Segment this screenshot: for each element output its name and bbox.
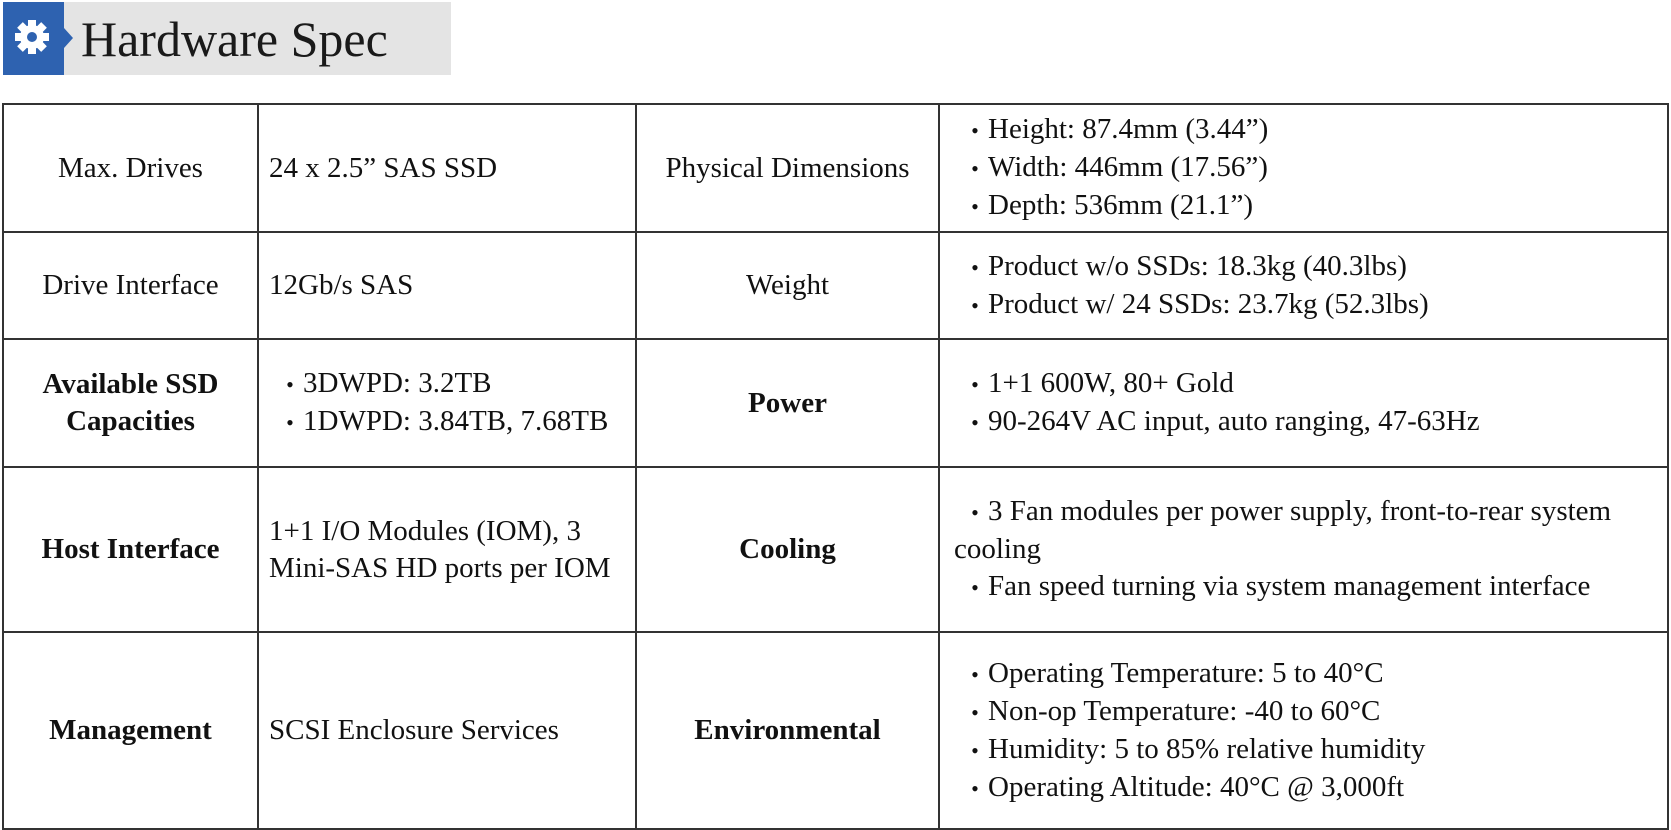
spec-value: 12Gb/s SAS bbox=[257, 231, 637, 340]
cell-text: Physical Dimensions bbox=[665, 151, 910, 184]
cell-text: Weight bbox=[745, 269, 830, 301]
header: Hardware Spec bbox=[3, 2, 451, 75]
bullet-list: 1+1 600W, 80+ Gold90-264V AC input, auto… bbox=[954, 365, 1657, 441]
spec-value: 1+1 600W, 80+ Gold90-264V AC input, auto… bbox=[938, 338, 1669, 468]
cell-text: 12Gb/s SAS bbox=[269, 269, 414, 301]
cell-text: Power bbox=[748, 386, 827, 419]
spec-value: 24 x 2.5” SAS SSD bbox=[257, 103, 637, 233]
spec-value: 3 Fan modules per power supply, front-to… bbox=[938, 466, 1669, 633]
table-row: Available SSD Capacities 3DWPD: 3.2TB1DWP… bbox=[2, 338, 1669, 468]
bullet-list: 3DWPD: 3.2TB1DWPD: 3.84TB, 7.68TB bbox=[269, 365, 625, 441]
bullet-item: Non-op Temperature: -40 to 60°C bbox=[954, 693, 1657, 731]
cell-text: Available SSD Capacities bbox=[42, 368, 219, 437]
bullet-item: Height: 87.4mm (3.44”) bbox=[954, 111, 1657, 149]
spec-label: Physical Dimensions bbox=[635, 103, 940, 233]
spec-value: 1+1 I/O Modules (IOM), 3 Mini-SAS HD por… bbox=[257, 466, 637, 633]
table-row: Management SCSI Enclosure Services Environ… bbox=[2, 631, 1669, 830]
table-row: Drive Interface 12Gb/s SAS Weight Product w… bbox=[2, 231, 1669, 340]
table-row: Host Interface 1+1 I/O Modules (IOM), 3 M… bbox=[2, 466, 1669, 633]
spec-table: Max. Drives 24 x 2.5” SAS SSD Physical Dim… bbox=[2, 103, 1669, 830]
spec-label: Host Interface bbox=[2, 466, 259, 633]
bullet-item: Product w/ 24 SSDs: 23.7kg (52.3lbs) bbox=[954, 286, 1657, 324]
cell-text: Max. Drives bbox=[58, 151, 203, 184]
bullet-item: 1DWPD: 3.84TB, 7.68TB bbox=[269, 403, 625, 441]
bullet-list: Height: 87.4mm (3.44”)Width: 446mm (17.5… bbox=[954, 111, 1657, 225]
spec-label: Drive Interface bbox=[2, 231, 259, 340]
bullet-item: Width: 446mm (17.56”) bbox=[954, 149, 1657, 187]
bullet-list: 3 Fan modules per power supply, front-to… bbox=[954, 493, 1657, 606]
spec-value: Height: 87.4mm (3.44”)Width: 446mm (17.5… bbox=[938, 103, 1669, 233]
spec-value: Operating Temperature: 5 to 40°CNon-op T… bbox=[938, 631, 1669, 830]
spec-value: 3DWPD: 3.2TB1DWPD: 3.84TB, 7.68TB bbox=[257, 338, 637, 468]
spec-label: Cooling bbox=[635, 466, 940, 633]
bullet-item: 3DWPD: 3.2TB bbox=[269, 365, 625, 403]
gear-svg bbox=[7, 12, 73, 62]
cell-text: Environmental bbox=[694, 714, 881, 746]
cell-text: Cooling bbox=[739, 533, 836, 565]
cell-text: Drive Interface bbox=[42, 269, 219, 301]
spec-label: Max. Drives bbox=[2, 103, 259, 233]
bullet-item: 90-264V AC input, auto ranging, 47-63Hz bbox=[954, 403, 1657, 441]
bullet-item: Depth: 536mm (21.1”) bbox=[954, 187, 1657, 225]
title: Hardware Spec bbox=[81, 11, 388, 67]
bullet-item: Humidity: 5 to 85% relative humidity bbox=[954, 731, 1657, 769]
cell-text: SCSI Enclosure Services bbox=[269, 714, 559, 746]
spec-label: Available SSD Capacities bbox=[2, 338, 259, 468]
spec-label: Management bbox=[2, 631, 259, 830]
bullet-item: 3 Fan modules per power supply, front-to… bbox=[954, 493, 1657, 568]
spec-value: Product w/o SSDs: 18.3kg (40.3lbs)Produc… bbox=[938, 231, 1669, 340]
bullet-item: Operating Temperature: 5 to 40°C bbox=[954, 655, 1657, 693]
spec-label: Power bbox=[635, 338, 940, 468]
cell-text: 24 x 2.5” SAS SSD bbox=[269, 151, 498, 184]
cell-text: Host Interface bbox=[41, 533, 220, 565]
bullet-item: Fan speed turning via system management … bbox=[954, 568, 1657, 606]
cell-text: Management bbox=[49, 714, 212, 746]
bullet-list: Product w/o SSDs: 18.3kg (40.3lbs)Produc… bbox=[954, 248, 1657, 324]
bullet-item: 1+1 600W, 80+ Gold bbox=[954, 365, 1657, 403]
bullet-item: Operating Altitude: 40°C @ 3,000ft bbox=[954, 769, 1657, 807]
bullet-list: Operating Temperature: 5 to 40°CNon-op T… bbox=[954, 655, 1657, 807]
gear-icon bbox=[3, 2, 73, 75]
cell-text: 1+1 I/O Modules (IOM), 3 Mini-SAS HD por… bbox=[269, 514, 611, 584]
spec-label: Environmental bbox=[635, 631, 940, 830]
spec-value: SCSI Enclosure Services bbox=[257, 631, 637, 830]
bullet-item: Product w/o SSDs: 18.3kg (40.3lbs) bbox=[954, 248, 1657, 286]
table-row: Max. Drives 24 x 2.5” SAS SSD Physical Dim… bbox=[2, 103, 1669, 233]
spec-label: Weight bbox=[635, 231, 940, 340]
